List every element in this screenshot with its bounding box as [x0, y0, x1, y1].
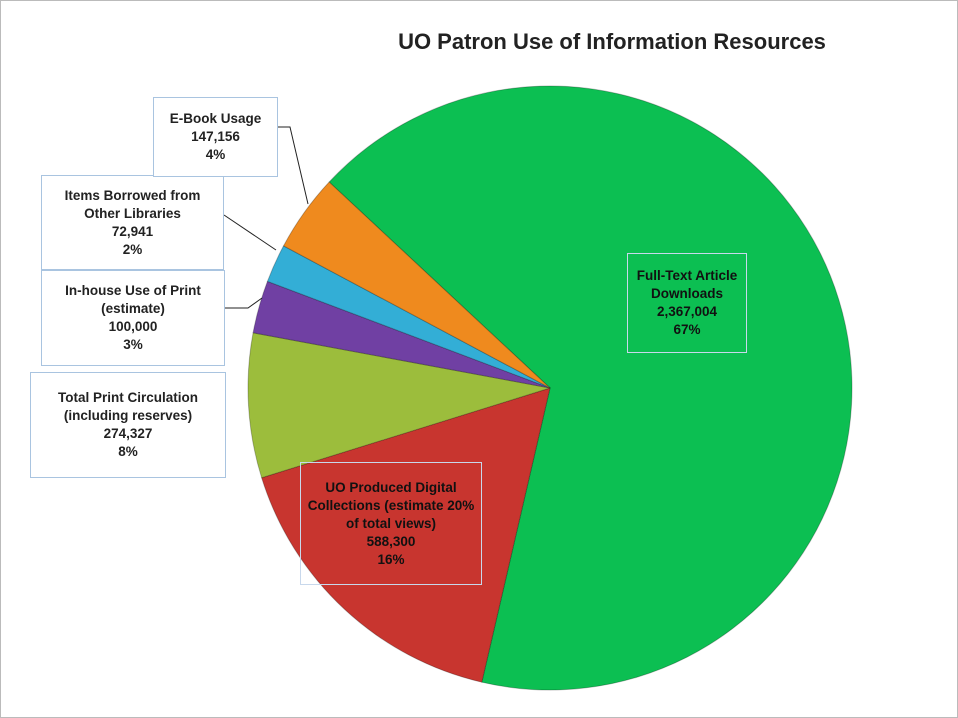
- data-label: Total Print Circulation (including reser…: [30, 372, 226, 478]
- label-percent: 4%: [205, 147, 226, 162]
- label-name: Items Borrowed from Other Libraries: [64, 187, 201, 221]
- chart-title: UO Patron Use of Information Resources: [398, 29, 826, 54]
- label-name: E-Book Usage: [169, 111, 262, 126]
- pie-slice: [261, 387, 551, 683]
- label-value: 100,000: [108, 319, 158, 334]
- pie-slice: [328, 85, 853, 691]
- leader-line: [223, 214, 277, 251]
- label-percent: 3%: [123, 337, 143, 352]
- label-value: 588,300: [366, 533, 416, 549]
- pie-slice: [252, 280, 551, 389]
- data-label: UO Produced Digital Collections (estimat…: [300, 462, 482, 585]
- pie: [247, 85, 853, 691]
- label-percent: 16%: [377, 551, 405, 567]
- label-name: UO Produced Digital Collections (estimat…: [307, 479, 475, 531]
- pie-slice: [247, 332, 551, 479]
- label-value: 72,941: [111, 223, 154, 239]
- label-percent: 8%: [118, 444, 138, 459]
- data-label: E-Book Usage 147,156 4%: [153, 97, 278, 177]
- label-name: Total Print Circulation (including reser…: [57, 390, 198, 423]
- leader-line: [278, 126, 309, 205]
- data-label: Full-Text Article Downloads 2,367,004 67%: [627, 253, 747, 353]
- label-value: 274,327: [103, 426, 153, 441]
- label-name: Full-Text Article Downloads: [636, 268, 738, 301]
- data-label: Items Borrowed from Other Libraries 72,94…: [41, 175, 224, 270]
- pie-slice: [282, 181, 551, 389]
- label-percent: 67%: [673, 322, 701, 337]
- label-percent: 2%: [122, 241, 143, 257]
- data-label: In-house Use of Print (estimate) 100,000 3…: [41, 270, 225, 366]
- label-value: 147,156: [191, 129, 240, 144]
- label-value: 2,367,004: [656, 304, 718, 319]
- label-name: In-house Use of Print (estimate): [65, 283, 201, 316]
- pie-slice: [266, 245, 551, 389]
- leader-line: [225, 297, 263, 309]
